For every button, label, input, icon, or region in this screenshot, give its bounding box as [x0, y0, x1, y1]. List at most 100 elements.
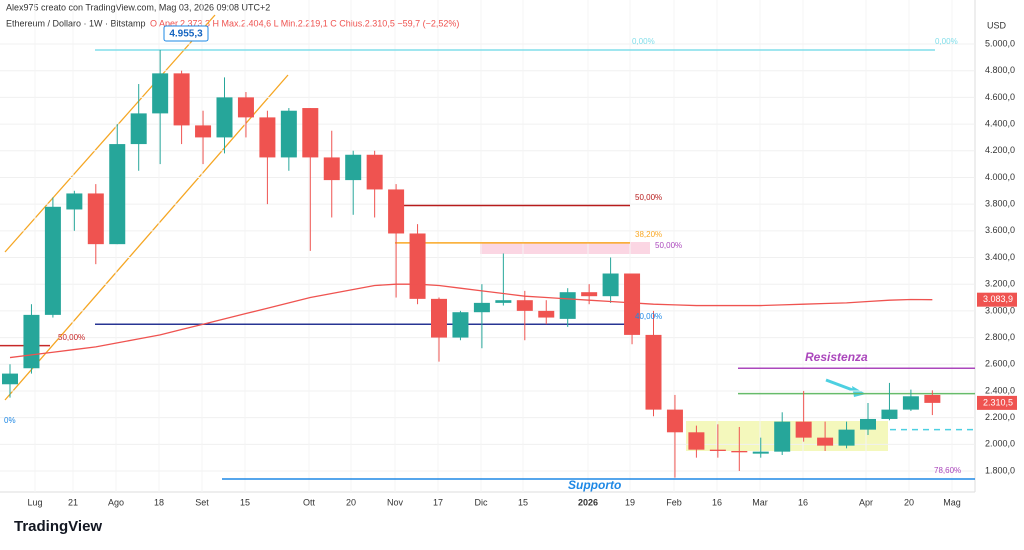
candle-body	[431, 298, 447, 338]
ma-tag	[977, 292, 1017, 307]
author: Alex975 creato con TradingView.com, Mag …	[6, 2, 270, 12]
x-tick-label: 21	[68, 497, 78, 507]
y-tick-label: 1.800,0	[985, 465, 1015, 475]
ohlc: O Aper.2.373,3 H Max.2.404,6 L Min.2.219…	[150, 18, 459, 28]
candle-body	[581, 292, 598, 297]
y-tick-label: 3.400,0	[985, 252, 1015, 262]
candle-body	[516, 300, 533, 311]
y-tick-label: 4.800,0	[985, 65, 1015, 75]
x-tick-label: Mar	[752, 497, 768, 507]
candle-body	[44, 206, 61, 315]
candle-body	[130, 113, 147, 145]
candle-body	[66, 193, 83, 210]
candle-body	[452, 312, 469, 338]
y-tick-label: 3.200,0	[985, 279, 1015, 289]
candle-body	[838, 429, 855, 446]
x-tick-label: 20	[346, 497, 356, 507]
support: Supporto	[568, 478, 621, 492]
y-tick-label: 4.400,0	[985, 118, 1015, 128]
candle-body	[87, 193, 104, 245]
fib-label: 50,00%	[655, 241, 682, 250]
candle-body	[216, 97, 233, 138]
fib-label: 78,60%	[934, 466, 961, 475]
candle-body	[323, 157, 340, 181]
candle-body	[752, 451, 769, 454]
x-tick-label: 19	[625, 497, 635, 507]
candle-body	[173, 73, 190, 126]
x-tick-label: Ott	[303, 497, 316, 507]
candle-body	[473, 302, 490, 313]
x-tick-label: Feb	[666, 497, 682, 507]
candle-body	[624, 273, 641, 335]
candle-body	[237, 97, 254, 118]
y-tick-label: 2.600,0	[985, 359, 1015, 369]
candle-body	[280, 110, 297, 158]
candle-body	[559, 292, 576, 319]
candle-body	[817, 437, 834, 446]
y-tick-label: 4.000,0	[985, 172, 1015, 182]
y-tick-label: 2.200,0	[985, 412, 1015, 422]
candle-body	[302, 108, 319, 158]
fib-label: 0,00%	[632, 37, 655, 46]
x-tick-label: 16	[712, 497, 722, 507]
candle-body	[495, 300, 512, 303]
candle-body	[109, 144, 126, 245]
x-tick-label: 20	[904, 497, 914, 507]
candle-body	[860, 418, 876, 430]
y-tick-label: 2.400,0	[985, 385, 1015, 395]
logo: TradingView	[14, 518, 102, 535]
y-tick-label: 3.600,0	[985, 225, 1015, 235]
candle-body	[924, 394, 941, 403]
fib-label: 40,00%	[635, 312, 662, 321]
candle-body	[259, 117, 276, 158]
price-tag-label: 2.310,5	[983, 397, 1013, 407]
x-tick-label: 2026	[578, 497, 598, 507]
x-tick-label: Ago	[108, 497, 124, 507]
y-tick-label: 4.600,0	[985, 92, 1015, 102]
price-tag	[977, 395, 1017, 410]
fib-label: 50,00%	[58, 333, 85, 342]
x-tick-label: Apr	[859, 497, 873, 507]
candle-body	[666, 409, 683, 433]
candle-body	[388, 189, 405, 234]
candle-body	[2, 373, 18, 385]
channel-line	[4, 74, 289, 401]
x-tick-label: Dic	[475, 497, 488, 507]
candle-body	[195, 125, 212, 138]
fib-label: 50,00%	[635, 193, 662, 202]
x-tick-label: Lug	[27, 497, 42, 507]
high-label: 4.955,3	[169, 29, 203, 40]
fib-label: 38,20%	[635, 230, 662, 239]
channel-line	[4, 14, 216, 253]
symbol: Ethereum / Dollaro · 1W · Bitstamp	[6, 18, 146, 28]
ma-line	[9, 283, 933, 359]
candle-body	[602, 273, 619, 297]
ma-tag-label: 3.083,9	[983, 294, 1013, 304]
candle-body	[795, 421, 812, 438]
candle-body	[23, 314, 40, 369]
arrow	[825, 378, 859, 394]
candle-body	[881, 409, 898, 419]
fib-zone	[480, 242, 650, 254]
fib-label: 0%	[4, 416, 16, 425]
y-tick-label: 2.800,0	[985, 332, 1015, 342]
y-tick-label: 2.000,0	[985, 439, 1015, 449]
candle-body	[902, 396, 919, 410]
candle-body	[345, 154, 362, 181]
x-tick-label: 16	[798, 497, 808, 507]
candle-body	[538, 310, 555, 318]
x-tick-label: 15	[240, 497, 250, 507]
currency: USD	[987, 20, 1007, 30]
x-tick-label: Mag	[943, 497, 961, 507]
candle-body	[366, 154, 383, 190]
candle-body	[152, 73, 169, 114]
x-tick-label: 18	[154, 497, 164, 507]
candle-body	[688, 432, 705, 450]
y-tick-label: 5.000,0	[985, 38, 1015, 48]
x-tick-label: 17	[433, 497, 443, 507]
candle-body	[774, 421, 791, 452]
x-tick-label: Set	[195, 497, 209, 507]
candle-body	[731, 450, 748, 453]
